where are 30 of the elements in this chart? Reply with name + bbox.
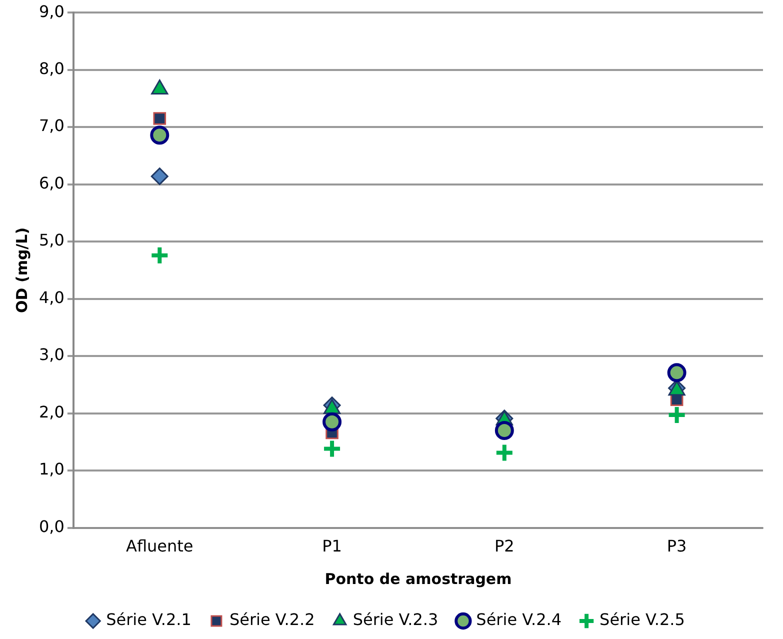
y-tick-label: 9,0 bbox=[38, 2, 64, 21]
y-axis-title: OD (mg/L) bbox=[12, 227, 31, 313]
point bbox=[150, 126, 170, 145]
y-tick-label: 2,0 bbox=[38, 402, 64, 422]
x-tick-label: P3 bbox=[666, 536, 687, 556]
legend-label: Série V.2.1 bbox=[106, 610, 192, 630]
legend-label: Série V.2.4 bbox=[476, 610, 562, 630]
point bbox=[322, 412, 342, 432]
x-tick-label: P1 bbox=[322, 536, 342, 556]
y-tick-label: 6,0 bbox=[38, 173, 64, 192]
y-tick-label: 5,0 bbox=[38, 230, 64, 250]
y-tick-label: 3,0 bbox=[38, 345, 64, 364]
legend-label: Série V.2.3 bbox=[352, 610, 438, 630]
x-tick-label: P2 bbox=[494, 536, 514, 556]
point bbox=[150, 245, 170, 266]
point bbox=[667, 363, 686, 382]
point bbox=[153, 112, 166, 125]
point bbox=[322, 438, 342, 459]
x-tick-label: Afluente bbox=[126, 536, 194, 556]
point bbox=[150, 168, 168, 186]
legend-label: Série V.2.2 bbox=[229, 610, 315, 630]
y-tick-label: 0,0 bbox=[38, 516, 64, 536]
y-tick-label: 4,0 bbox=[38, 288, 64, 307]
point bbox=[494, 442, 514, 463]
x-axis-title: Ponto de amostragem bbox=[324, 570, 512, 588]
point bbox=[494, 420, 514, 440]
y-tick-label: 1,0 bbox=[38, 460, 64, 479]
y-tick-label: 7,0 bbox=[38, 116, 64, 136]
y-tick-label: 8,0 bbox=[38, 59, 64, 78]
legend-label: Série V.2.5 bbox=[600, 610, 685, 630]
